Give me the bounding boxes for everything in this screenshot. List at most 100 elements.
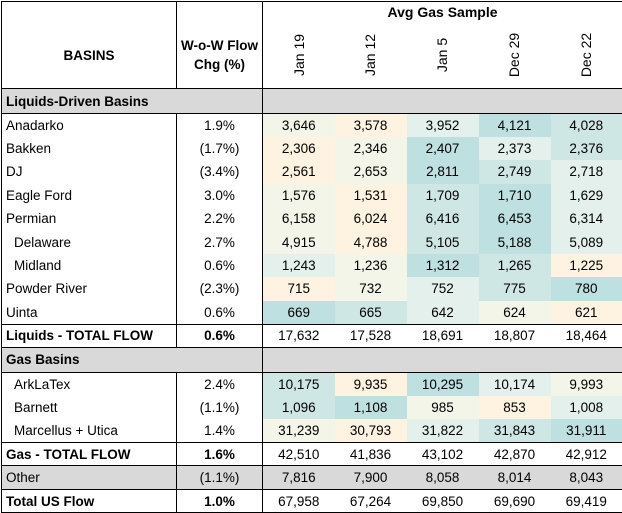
flow-change-column-header: W-o-W Flow Chg (%) bbox=[177, 23, 263, 89]
flow-value-cell: 1,243 bbox=[263, 254, 335, 277]
flow-value-cell: 69,850 bbox=[407, 489, 479, 512]
flow-value-cell: 621 bbox=[551, 301, 622, 324]
flow-value-cell: 7,900 bbox=[335, 466, 407, 489]
flow-change-cell: 1.6% bbox=[177, 443, 263, 466]
flow-value-cell: 10,295 bbox=[407, 372, 479, 395]
flow-value-cell: 3,646 bbox=[263, 114, 335, 137]
flow-value-cell: 2,811 bbox=[407, 160, 479, 183]
flow-value-cell: 4,028 bbox=[551, 114, 622, 137]
basin-name-cell: Powder River bbox=[2, 277, 177, 300]
section-fill-cell bbox=[263, 89, 622, 114]
top-flow-blank bbox=[177, 2, 263, 23]
basin-name-cell: ArkLaTex bbox=[2, 372, 177, 395]
basin-name-cell: Uinta bbox=[2, 301, 177, 324]
flow-value-cell: 2,407 bbox=[407, 137, 479, 160]
flow-value-cell: 1,096 bbox=[263, 396, 335, 419]
basin-name-cell: Total US Flow bbox=[2, 489, 177, 512]
flow-value-cell: 18,464 bbox=[551, 324, 622, 347]
flow-value-cell: 3,952 bbox=[407, 114, 479, 137]
flow-change-header-line2: Chg (%) bbox=[177, 55, 262, 74]
date-header-label: Jan 12 bbox=[362, 34, 378, 76]
flow-change-cell: 1.0% bbox=[177, 489, 263, 512]
flow-value-cell: 2,653 bbox=[335, 160, 407, 183]
flow-change-cell: 3.0% bbox=[177, 184, 263, 207]
basin-name-cell: DJ bbox=[2, 160, 177, 183]
basin-name-cell: Barnett bbox=[2, 396, 177, 419]
basin-name-cell: Other bbox=[2, 466, 177, 489]
flow-change-cell: 0.6% bbox=[177, 324, 263, 347]
flow-value-cell: 43,102 bbox=[407, 443, 479, 466]
flow-value-cell: 1,629 bbox=[551, 184, 622, 207]
flow-value-cell: 1,531 bbox=[335, 184, 407, 207]
flow-value-cell: 2,306 bbox=[263, 137, 335, 160]
flow-value-cell: 624 bbox=[479, 301, 551, 324]
flow-value-cell: 2,346 bbox=[335, 137, 407, 160]
section-header-row: Liquids-Driven Basins bbox=[2, 89, 622, 114]
flow-change-cell: (1.7%) bbox=[177, 137, 263, 160]
flow-value-cell: 4,788 bbox=[335, 230, 407, 253]
flow-value-cell: 3,578 bbox=[335, 114, 407, 137]
flow-value-cell: 42,870 bbox=[479, 443, 551, 466]
date-column-header: Dec 29 bbox=[479, 23, 551, 89]
flow-value-cell: 41,836 bbox=[335, 443, 407, 466]
flow-value-cell: 985 bbox=[407, 396, 479, 419]
date-header-label: Dec 22 bbox=[578, 33, 594, 77]
flow-value-cell: 42,912 bbox=[551, 443, 622, 466]
flow-value-cell: 9,935 bbox=[335, 372, 407, 395]
date-column-header: Jan 19 bbox=[263, 23, 335, 89]
flow-value-cell: 6,158 bbox=[263, 207, 335, 230]
flow-value-cell: 5,089 bbox=[551, 230, 622, 253]
flow-change-cell: (1.1%) bbox=[177, 466, 263, 489]
flow-value-cell: 732 bbox=[335, 277, 407, 300]
flow-value-cell: 9,993 bbox=[551, 372, 622, 395]
basin-name-cell: Midland bbox=[2, 254, 177, 277]
flow-value-cell: 8,058 bbox=[407, 466, 479, 489]
basin-name-cell: Delaware bbox=[2, 230, 177, 253]
flow-change-cell: 2.2% bbox=[177, 207, 263, 230]
flow-value-cell: 8,043 bbox=[551, 466, 622, 489]
flow-change-cell: 1.4% bbox=[177, 419, 263, 442]
flow-change-cell: 0.6% bbox=[177, 254, 263, 277]
flow-value-cell: 1,236 bbox=[335, 254, 407, 277]
flow-value-cell: 4,121 bbox=[479, 114, 551, 137]
flow-value-cell: 6,024 bbox=[335, 207, 407, 230]
flow-value-cell: 2,749 bbox=[479, 160, 551, 183]
flow-value-cell: 7,816 bbox=[263, 466, 335, 489]
flow-value-cell: 1,265 bbox=[479, 254, 551, 277]
flow-value-cell: 67,958 bbox=[263, 489, 335, 512]
flow-value-cell: 1,312 bbox=[407, 254, 479, 277]
flow-value-cell: 5,188 bbox=[479, 230, 551, 253]
basin-name-cell: Marcellus + Utica bbox=[2, 419, 177, 442]
flow-value-cell: 2,561 bbox=[263, 160, 335, 183]
flow-value-cell: 31,822 bbox=[407, 419, 479, 442]
flow-change-cell: (1.1%) bbox=[177, 396, 263, 419]
basins-column-header: BASINS bbox=[2, 23, 177, 89]
avg-gas-sample-header: Avg Gas Sample bbox=[263, 2, 622, 23]
flow-value-cell: 642 bbox=[407, 301, 479, 324]
flow-change-cell: 1.9% bbox=[177, 114, 263, 137]
flow-change-cell: 2.4% bbox=[177, 372, 263, 395]
flow-change-cell: (2.3%) bbox=[177, 277, 263, 300]
flow-value-cell: 2,376 bbox=[551, 137, 622, 160]
flow-change-cell: 2.7% bbox=[177, 230, 263, 253]
flow-value-cell: 67,264 bbox=[335, 489, 407, 512]
flow-value-cell: 31,911 bbox=[551, 419, 622, 442]
flow-value-cell: 31,843 bbox=[479, 419, 551, 442]
section-title: Liquids-Driven Basins bbox=[2, 89, 263, 114]
flow-value-cell: 2,373 bbox=[479, 137, 551, 160]
flow-value-cell: 780 bbox=[551, 277, 622, 300]
flow-change-cell: 0.6% bbox=[177, 301, 263, 324]
date-column-header: Jan 12 bbox=[335, 23, 407, 89]
flow-value-cell: 6,314 bbox=[551, 207, 622, 230]
